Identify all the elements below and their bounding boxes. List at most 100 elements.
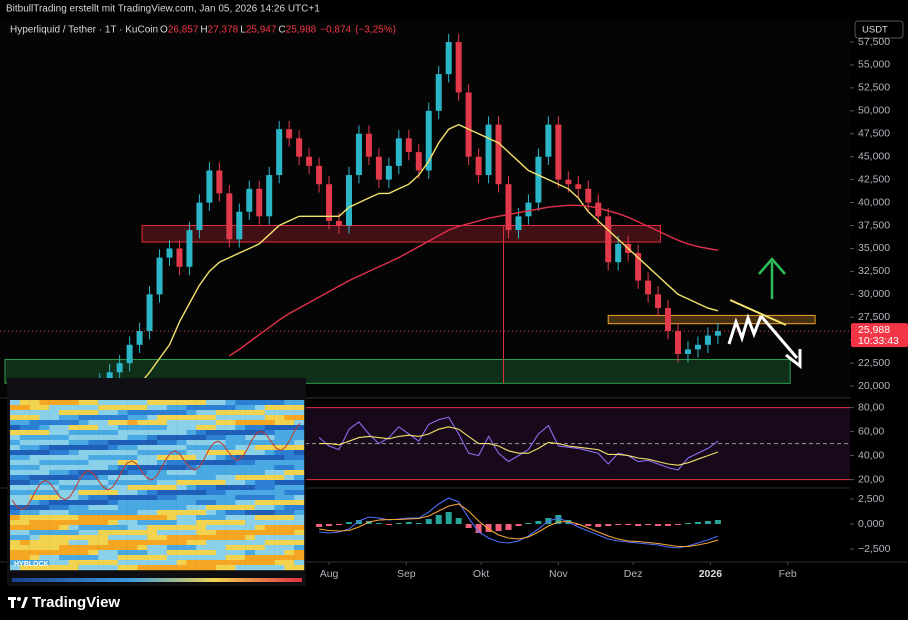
heat-cell xyxy=(39,475,50,481)
heat-cell xyxy=(29,515,40,521)
heat-cell xyxy=(235,430,246,436)
heat-cell xyxy=(147,560,158,566)
heat-cell xyxy=(10,485,20,491)
axes: USDT20,00022,50025,00027,50030,00032,500… xyxy=(320,20,908,580)
heat-cell xyxy=(49,535,60,541)
heat-cell xyxy=(176,400,187,406)
heat-cell xyxy=(137,505,148,511)
candle-body xyxy=(714,331,721,336)
heat-cell xyxy=(49,550,60,556)
plot xyxy=(0,33,850,549)
heat-cell xyxy=(29,405,40,411)
heat-cell xyxy=(264,510,275,516)
heat-cell xyxy=(10,460,20,466)
heat-cell xyxy=(284,455,295,461)
macd-histogram-bar xyxy=(694,522,701,524)
heat-cell xyxy=(284,430,295,436)
heat-cell xyxy=(137,530,148,536)
heat-cell xyxy=(19,450,30,456)
heat-cell xyxy=(19,460,30,466)
heat-cell xyxy=(137,545,148,551)
heat-cell xyxy=(206,480,216,486)
heat-cell xyxy=(127,560,138,566)
macd-histogram-bar xyxy=(714,520,721,524)
heat-cell xyxy=(235,560,246,566)
heat-cell xyxy=(225,430,236,436)
heat-cell xyxy=(235,425,246,431)
heat-cell xyxy=(235,410,246,416)
heat-cell xyxy=(235,450,246,456)
heat-cell xyxy=(245,405,256,411)
heat-cell xyxy=(29,545,40,551)
heat-cell xyxy=(206,540,216,546)
y-tick-label: 47,500 xyxy=(858,128,890,140)
heat-cell xyxy=(235,405,246,411)
heat-cell xyxy=(294,445,305,451)
heat-cell xyxy=(10,465,20,471)
heat-cell xyxy=(88,460,99,466)
candle-body xyxy=(206,170,213,203)
heat-cell xyxy=(235,530,246,536)
heat-cell xyxy=(255,555,265,561)
heat-cell xyxy=(137,525,148,531)
heat-cell xyxy=(98,555,109,561)
y-tick-label: 45,000 xyxy=(858,150,890,162)
heat-cell xyxy=(255,435,265,441)
heat-cell xyxy=(176,490,187,496)
candle-body xyxy=(585,188,592,203)
heat-cell xyxy=(176,480,187,486)
heat-cell xyxy=(127,445,138,451)
heat-cell xyxy=(39,425,50,431)
heat-cell xyxy=(157,505,167,511)
price-zone xyxy=(141,225,662,243)
heat-cell xyxy=(137,400,148,406)
heat-cell xyxy=(29,435,40,441)
heat-cell xyxy=(196,525,207,531)
heat-cell xyxy=(245,445,256,451)
logo-part xyxy=(17,597,21,601)
heat-cell xyxy=(59,460,69,466)
heat-cell xyxy=(59,405,69,411)
heat-cell xyxy=(29,510,40,516)
heat-cell xyxy=(147,510,158,516)
heat-cell xyxy=(196,550,207,556)
macd-histogram-bar xyxy=(435,515,442,524)
heat-cell xyxy=(166,400,177,406)
heat-cell xyxy=(59,535,69,541)
heat-cell xyxy=(176,465,187,471)
heat-cell xyxy=(157,550,167,556)
heat-cell xyxy=(284,515,295,521)
heat-cell xyxy=(196,400,207,406)
heat-cell xyxy=(68,470,79,476)
zigzag xyxy=(727,313,763,345)
heat-cell xyxy=(157,495,167,501)
heat-cell xyxy=(68,405,79,411)
heat-cell xyxy=(78,505,89,511)
macd-histogram-bar xyxy=(395,523,402,524)
heat-cell xyxy=(274,515,285,521)
heat-cell xyxy=(157,400,167,406)
heat-cell xyxy=(117,535,128,541)
heat-cell xyxy=(274,455,285,461)
heat-cell xyxy=(88,405,99,411)
heat-cell xyxy=(264,545,275,551)
candle-body xyxy=(665,308,672,332)
heat-cell xyxy=(29,415,40,421)
heat-cell xyxy=(186,485,197,491)
heat-cell xyxy=(19,490,30,496)
heat-cell xyxy=(39,440,50,446)
heat-cell xyxy=(68,480,79,486)
heat-cell xyxy=(78,490,89,496)
heat-cell xyxy=(196,405,207,411)
heat-cell xyxy=(255,515,265,521)
heat-cell xyxy=(59,425,69,431)
heat-cell xyxy=(39,480,50,486)
heat-cell xyxy=(127,455,138,461)
heat-cell xyxy=(206,545,216,551)
heat-cell xyxy=(49,430,60,436)
heat-cell xyxy=(206,465,216,471)
heat-cell xyxy=(10,525,20,531)
heat-cell xyxy=(19,470,30,476)
heat-cell xyxy=(78,515,89,521)
heat-cell xyxy=(39,445,50,451)
